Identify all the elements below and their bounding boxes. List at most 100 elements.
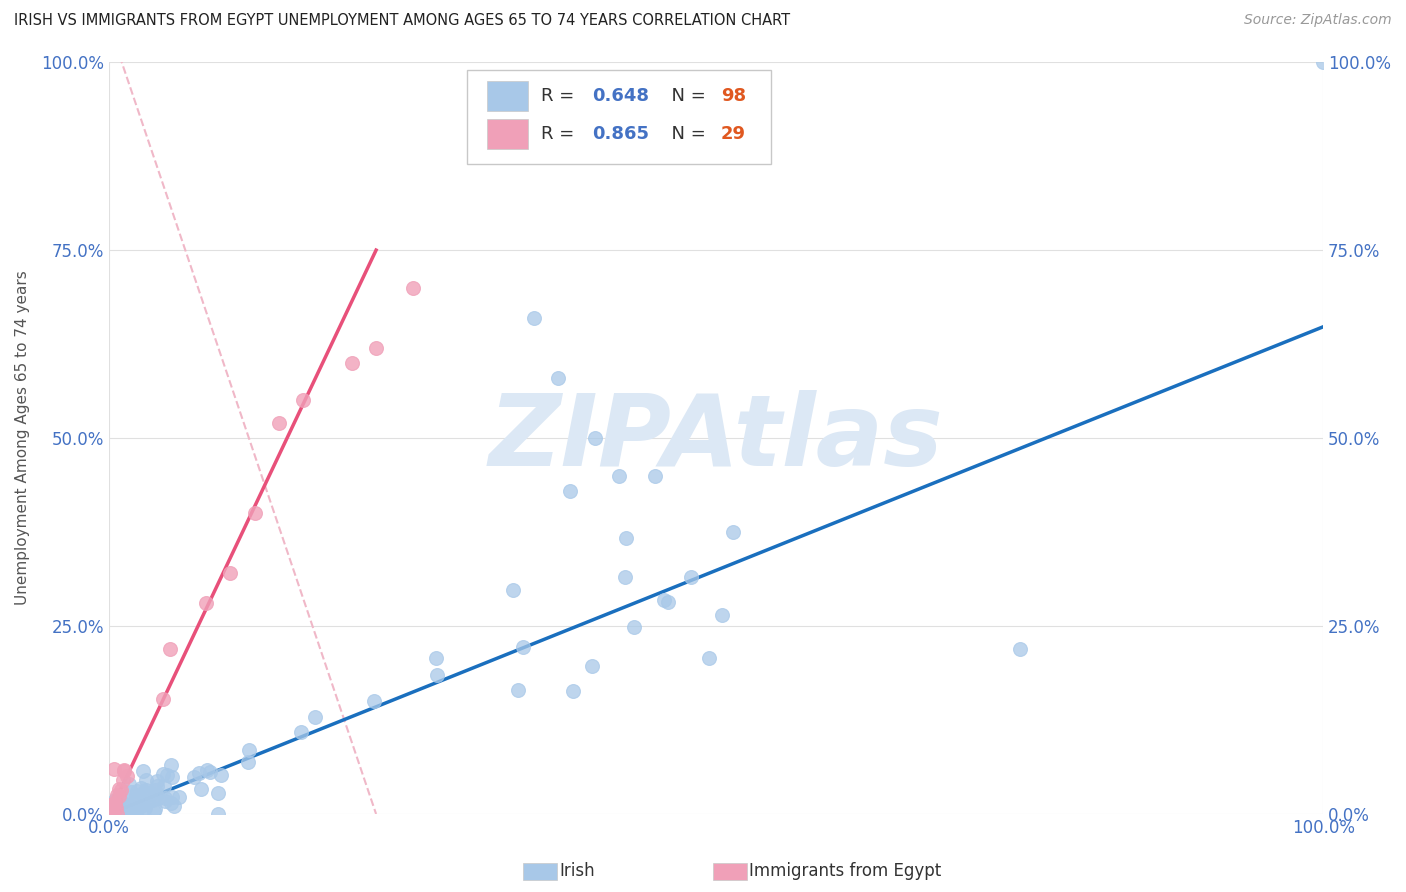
Point: [145, 779, 167, 793]
Y-axis label: Unemployment Among Ages 65 to 74 years: Unemployment Among Ages 65 to 74 years: [15, 270, 30, 606]
Point: [614, 570, 637, 584]
Point: [103, 807, 125, 822]
Point: [207, 807, 229, 822]
Text: ZIPAtlas: ZIPAtlas: [489, 390, 943, 486]
Point: [426, 667, 449, 681]
Point: [104, 797, 127, 811]
Point: [152, 692, 174, 706]
Point: [136, 796, 159, 810]
Point: [153, 791, 176, 805]
Point: [118, 777, 141, 791]
Point: [125, 792, 148, 806]
Point: [114, 791, 136, 805]
Point: [110, 807, 132, 822]
Point: [562, 684, 585, 698]
Point: [100, 804, 122, 818]
Point: [104, 804, 127, 818]
Point: [105, 807, 128, 822]
Point: [721, 524, 744, 539]
Point: [124, 799, 146, 814]
Point: [243, 506, 266, 520]
Point: [108, 807, 131, 822]
Point: [363, 694, 385, 708]
FancyBboxPatch shape: [486, 81, 527, 111]
Point: [132, 764, 155, 778]
Point: [152, 767, 174, 781]
Point: [340, 356, 363, 370]
Point: [145, 788, 167, 802]
FancyBboxPatch shape: [486, 119, 527, 149]
Point: [117, 797, 139, 812]
Point: [110, 801, 132, 815]
Point: [187, 765, 209, 780]
Point: [1008, 641, 1031, 656]
Point: [98, 805, 121, 820]
Point: [108, 781, 131, 796]
Point: [105, 788, 128, 802]
Point: [110, 783, 132, 797]
Point: [502, 582, 524, 597]
Text: IRISH VS IMMIGRANTS FROM EGYPT UNEMPLOYMENT AMONG AGES 65 TO 74 YEARS CORRELATIO: IRISH VS IMMIGRANTS FROM EGYPT UNEMPLOYM…: [14, 13, 790, 29]
Point: [146, 791, 169, 805]
Point: [523, 310, 546, 325]
Text: 29: 29: [721, 125, 747, 143]
Point: [183, 770, 205, 784]
Text: N =: N =: [661, 125, 711, 143]
Text: Immigrants from Egypt: Immigrants from Egypt: [749, 862, 942, 880]
Point: [105, 800, 128, 814]
Point: [125, 789, 148, 803]
Point: [581, 659, 603, 673]
Point: [117, 797, 139, 812]
Text: R =: R =: [541, 125, 581, 143]
Point: [142, 805, 165, 819]
Point: [115, 798, 138, 813]
Point: [112, 764, 135, 778]
Point: [139, 787, 162, 801]
Text: 98: 98: [721, 87, 747, 105]
Point: [1312, 55, 1334, 70]
Point: [115, 807, 138, 822]
Point: [508, 683, 530, 698]
Point: [132, 784, 155, 798]
Point: [98, 807, 121, 822]
Point: [711, 608, 734, 623]
Point: [159, 796, 181, 810]
Point: [143, 782, 166, 797]
Point: [98, 807, 121, 822]
Point: [125, 794, 148, 808]
Point: [131, 807, 153, 822]
Point: [162, 770, 184, 784]
Point: [657, 595, 679, 609]
Point: [107, 789, 129, 803]
Point: [124, 807, 146, 822]
Point: [141, 793, 163, 807]
Point: [136, 794, 159, 808]
Point: [112, 773, 135, 788]
Point: [654, 593, 676, 607]
Point: [134, 801, 156, 815]
Point: [219, 566, 242, 581]
Point: [195, 597, 218, 611]
Point: [267, 416, 290, 430]
Point: [103, 807, 125, 822]
Text: 0.648: 0.648: [592, 87, 650, 105]
Point: [135, 773, 157, 788]
Point: [207, 786, 229, 800]
Point: [122, 807, 145, 822]
Point: [614, 531, 637, 545]
Point: [167, 790, 190, 805]
Point: [125, 784, 148, 798]
Point: [115, 769, 138, 783]
Point: [118, 807, 141, 822]
Point: [697, 651, 720, 665]
Point: [163, 799, 186, 814]
Point: [125, 800, 148, 814]
Point: [146, 774, 169, 789]
Point: [135, 783, 157, 797]
Point: [108, 789, 131, 804]
Point: [111, 807, 134, 822]
Point: [290, 724, 312, 739]
Point: [101, 807, 124, 822]
Point: [160, 790, 183, 805]
Point: [122, 806, 145, 821]
